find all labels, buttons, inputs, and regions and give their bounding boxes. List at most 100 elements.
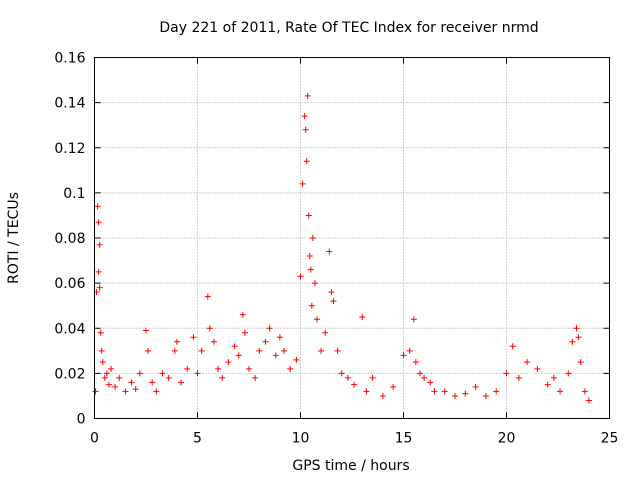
data-point (313, 316, 320, 323)
y-tick-label: 0.02 (54, 366, 85, 382)
y-axis-label: ROTI / TECUs (6, 192, 22, 284)
data-point (235, 352, 242, 359)
data-point (252, 374, 259, 381)
x-tick-label: 10 (292, 431, 310, 447)
data-point (299, 180, 306, 187)
data-point (262, 338, 269, 345)
data-point (239, 311, 246, 318)
data-point (95, 219, 102, 226)
data-point (515, 374, 522, 381)
y-tick-label: 0.12 (54, 141, 85, 157)
data-point (311, 280, 318, 287)
data-point (204, 293, 211, 300)
data-point (390, 383, 397, 390)
data-point (128, 379, 135, 386)
data-point (305, 212, 312, 219)
data-point (326, 248, 333, 255)
data-point (534, 365, 541, 372)
data-point (359, 313, 366, 320)
data-point (159, 370, 166, 377)
plot-frame (94, 57, 610, 419)
y-tick-label: 0.16 (54, 51, 85, 67)
data-point (472, 383, 479, 390)
data-points (92, 92, 592, 404)
data-point (103, 370, 110, 377)
data-point (241, 329, 248, 336)
data-point (573, 325, 580, 332)
data-point (303, 158, 310, 165)
data-point (173, 338, 180, 345)
data-point (462, 390, 469, 397)
data-point (143, 327, 149, 334)
data-point (306, 253, 313, 260)
data-point (565, 370, 572, 377)
data-point (577, 359, 584, 366)
data-point (276, 334, 283, 341)
data-point (318, 347, 325, 354)
data-point (194, 370, 201, 377)
data-point (307, 266, 314, 273)
data-point (302, 126, 309, 133)
data-point (171, 347, 178, 354)
data-point (304, 92, 311, 99)
data-point (122, 388, 129, 395)
data-point (351, 381, 358, 388)
data-point (509, 343, 516, 350)
data-point (427, 379, 434, 386)
data-point (266, 325, 273, 332)
data-point (105, 381, 112, 388)
data-point (95, 268, 102, 275)
data-point (328, 289, 335, 296)
x-tick-label: 20 (498, 431, 516, 447)
data-point (145, 347, 152, 354)
data-point (575, 334, 582, 341)
data-point (301, 113, 308, 120)
data-point (101, 374, 108, 381)
data-point (107, 365, 114, 372)
data-point (206, 325, 213, 332)
data-point (482, 392, 489, 399)
data-point (219, 374, 226, 381)
grid-layer (94, 57, 610, 419)
data-point (416, 370, 423, 377)
data-point (198, 347, 205, 354)
data-point (334, 347, 341, 354)
data-point (136, 370, 143, 377)
data-point (421, 374, 428, 381)
data-point (153, 388, 160, 395)
y-tick-label: 0.08 (54, 231, 85, 247)
data-point (585, 397, 592, 404)
data-point (452, 392, 458, 399)
data-point (503, 370, 510, 377)
data-point (493, 388, 500, 395)
data-point (97, 329, 104, 336)
y-tick-label: 0.04 (54, 321, 85, 337)
data-point (344, 374, 351, 381)
data-point (544, 381, 551, 388)
data-point (184, 365, 191, 372)
y-tick-label: 0 (77, 412, 86, 428)
data-point (297, 273, 304, 280)
data-point (322, 329, 329, 336)
data-point (406, 347, 413, 354)
data-point (293, 356, 300, 363)
data-point (272, 352, 279, 359)
data-point (550, 374, 557, 381)
chart-title: Day 221 of 2011, Rate Of TEC Index for r… (159, 20, 538, 36)
data-point (225, 359, 232, 366)
data-point (231, 343, 238, 350)
x-axis-label: GPS time / hours (292, 458, 409, 474)
data-point (363, 388, 370, 395)
data-point (94, 203, 101, 210)
data-point (281, 347, 288, 354)
data-point (96, 284, 103, 291)
y-tick-label: 0.1 (63, 186, 85, 202)
data-point (210, 338, 217, 345)
data-point (132, 386, 139, 393)
data-point (557, 388, 564, 395)
x-tick-label: 0 (90, 431, 99, 447)
data-point (287, 365, 294, 372)
x-tick-label: 5 (193, 431, 202, 447)
data-point (338, 370, 345, 377)
